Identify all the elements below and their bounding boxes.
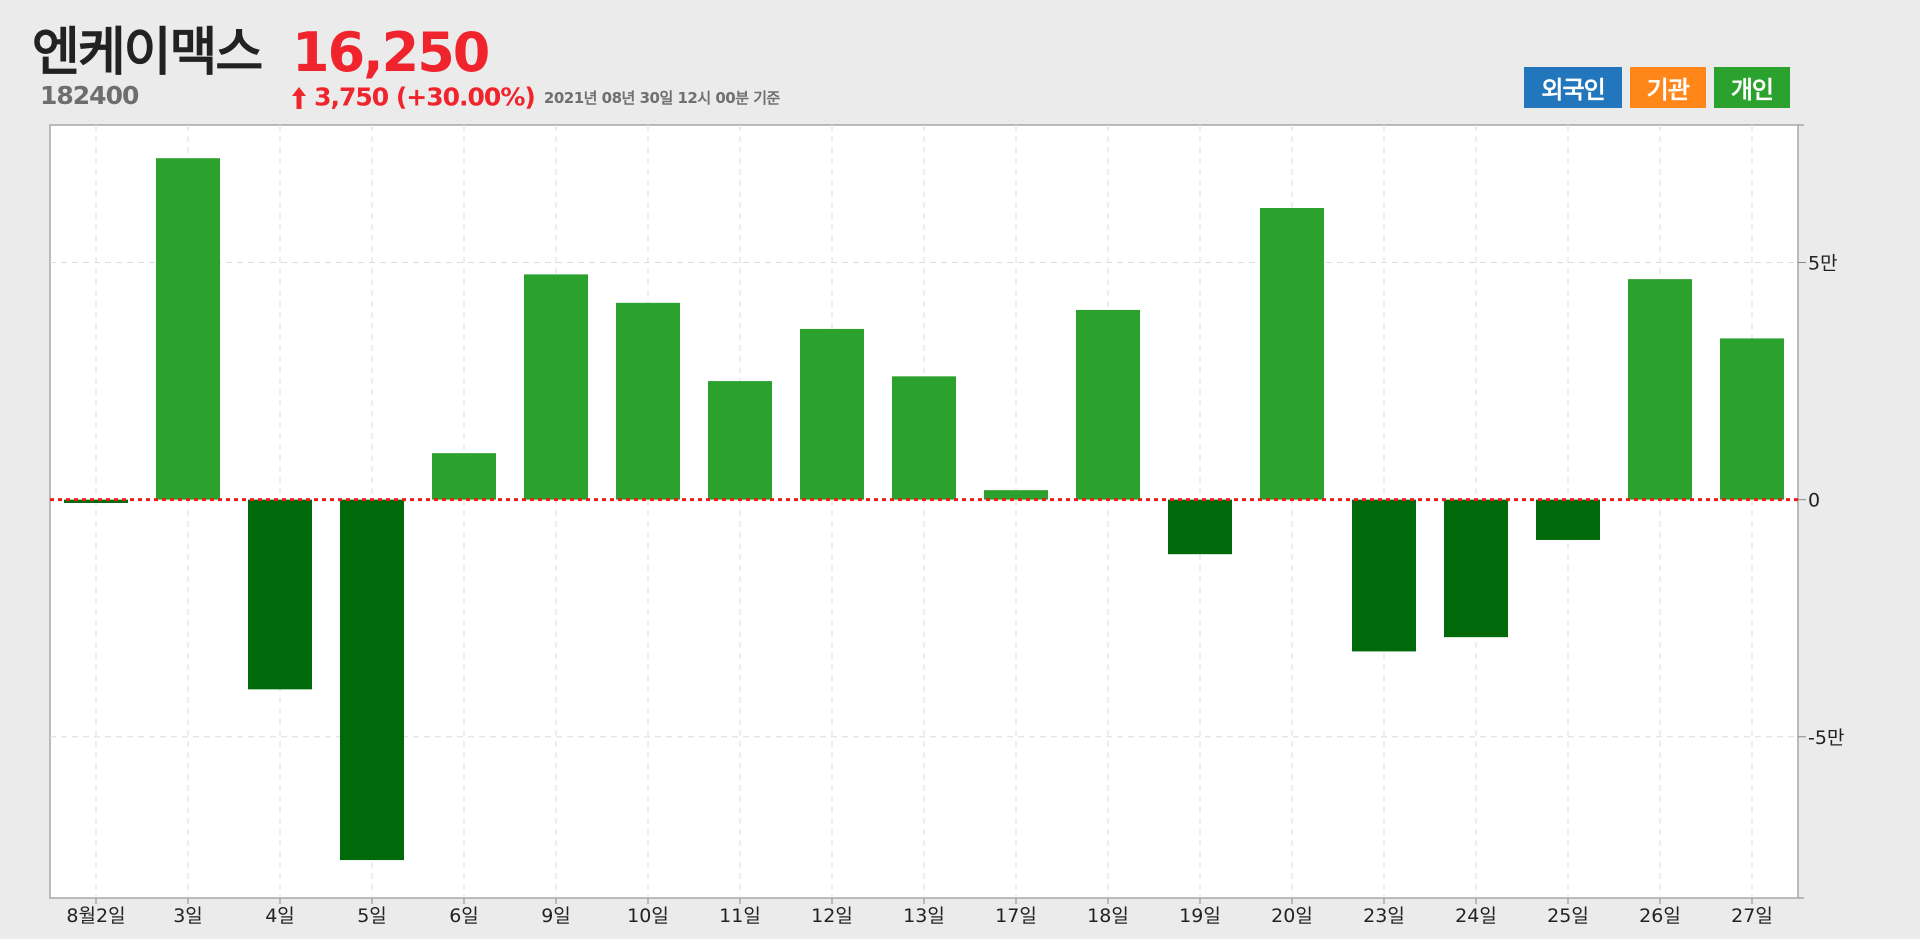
price-change-row: 3,750 (+30.00%) 2021년 08년 30일 12시 00분 기준 — [292, 81, 780, 114]
bar — [1444, 499, 1508, 638]
bar — [800, 328, 864, 500]
legend-institution-button[interactable]: 기관 — [1629, 67, 1706, 108]
x-tick-label: 24일 — [1455, 905, 1497, 927]
legend-foreign-button[interactable]: 외국인 — [1524, 67, 1622, 108]
bar — [892, 376, 956, 500]
x-tick-label: 13일 — [903, 905, 945, 927]
x-tick-label: 6일 — [449, 905, 479, 927]
x-tick-label: 17일 — [995, 905, 1037, 927]
bar — [1536, 499, 1600, 540]
x-tick-label: 12일 — [811, 905, 853, 927]
x-tick-label: 26일 — [1639, 905, 1681, 927]
legend-individual-button[interactable]: 개인 — [1713, 67, 1790, 108]
bar — [1260, 207, 1324, 500]
bar — [156, 158, 220, 500]
bar — [524, 274, 588, 500]
bar — [64, 499, 128, 503]
bar — [1352, 499, 1416, 652]
y-tick-label: 0 — [1808, 490, 1820, 512]
investor-legend: 외국인 기관 개인 — [1524, 67, 1790, 108]
x-tick-label: 4일 — [265, 905, 295, 927]
x-tick-label: 20일 — [1271, 905, 1313, 927]
x-tick-label: 8월2일 — [66, 905, 125, 927]
x-tick-label: 5일 — [357, 905, 387, 927]
bar — [708, 381, 772, 500]
x-tick-label: 19일 — [1179, 905, 1221, 927]
bar — [984, 490, 1048, 500]
timestamp: 2021년 08년 30일 12시 00분 기준 — [543, 88, 780, 107]
x-tick-label: 23일 — [1363, 905, 1405, 927]
up-arrow-icon — [292, 86, 306, 109]
y-tick-label: -5만 — [1808, 727, 1844, 749]
x-tick-label: 9일 — [541, 905, 571, 927]
bar — [1076, 309, 1140, 500]
bar — [432, 453, 496, 500]
bar — [1720, 338, 1784, 500]
x-tick-label: 27일 — [1731, 905, 1773, 927]
bar — [248, 499, 312, 690]
bar — [340, 499, 404, 861]
price-change: 3,750 (+30.00%) — [314, 82, 536, 112]
stock-name: 엔케이맥스 — [32, 23, 263, 83]
bar — [616, 302, 680, 500]
y-tick-label: 5만 — [1808, 253, 1838, 275]
current-price: 16,250 — [292, 21, 490, 84]
x-tick-label: 11일 — [719, 905, 761, 927]
stock-code: 182400 — [40, 81, 139, 110]
x-tick-label: 25일 — [1547, 905, 1589, 927]
bar — [1628, 279, 1692, 500]
x-tick-label: 3일 — [173, 905, 203, 927]
bar — [1168, 499, 1232, 555]
x-tick-label: 18일 — [1087, 905, 1129, 927]
x-tick-label: 10일 — [627, 905, 669, 927]
